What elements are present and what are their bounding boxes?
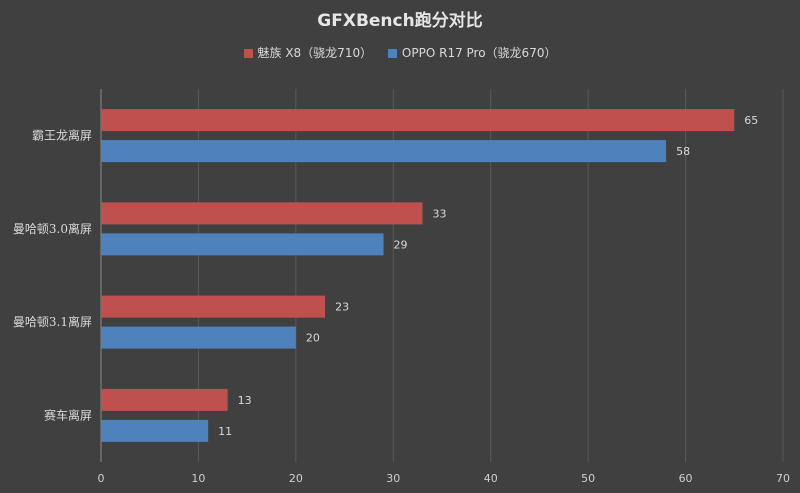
data-label-series-2-cat-3: 20 (306, 332, 320, 345)
bar-series-2-cat-2 (101, 233, 384, 256)
data-label-series-1-cat-3: 23 (335, 301, 349, 314)
bar-series-2-cat-4 (101, 419, 209, 442)
bar-series-1-cat-4 (101, 388, 228, 411)
legend-label-series-2: OPPO R17 Pro（骁龙670） (401, 46, 557, 60)
bar-series-1-cat-2 (101, 202, 423, 225)
category-label-1: 霸王龙离屏 (32, 128, 92, 143)
x-tick-label-70: 70 (776, 472, 790, 485)
legend-swatch-series-2 (387, 49, 397, 58)
x-tick-label-10: 10 (191, 472, 205, 485)
x-tick-label-0: 0 (98, 472, 105, 485)
data-label-series-2-cat-1: 58 (676, 145, 690, 158)
x-tick-label-30: 30 (386, 472, 400, 485)
x-tick-label-50: 50 (581, 472, 595, 485)
legend: 魅族 X8（骁龙710） OPPO R17 Pro（骁龙670） (0, 44, 800, 61)
x-tick-label-60: 60 (679, 472, 693, 485)
legend-item-series-1: 魅族 X8（骁龙710） (243, 44, 373, 61)
chart-title: GFXBench跑分对比 (317, 11, 483, 31)
x-tick-label-20: 20 (289, 472, 303, 485)
bar-series-2-cat-1 (101, 140, 667, 163)
legend-swatch-series-1 (243, 49, 253, 58)
data-label-series-2-cat-4: 11 (218, 425, 232, 438)
bar-series-1-cat-1 (101, 109, 735, 132)
bar-series-1-cat-3 (101, 295, 326, 318)
data-label-series-1-cat-2: 33 (433, 207, 447, 220)
legend-label-series-1: 魅族 X8（骁龙710） (257, 46, 373, 60)
category-label-3: 曼哈顿3.1离屏 (13, 314, 92, 329)
data-label-series-1-cat-1: 65 (744, 114, 758, 127)
bar-series-2-cat-3 (101, 326, 296, 349)
legend-item-series-2: OPPO R17 Pro（骁龙670） (387, 44, 557, 61)
data-label-series-2-cat-2: 29 (394, 238, 408, 251)
x-tick-label-40: 40 (484, 472, 498, 485)
category-label-2: 曼哈顿3.0离屏 (13, 221, 92, 236)
data-label-series-1-cat-4: 13 (238, 394, 252, 407)
category-label-4: 赛车离屏 (44, 407, 92, 422)
